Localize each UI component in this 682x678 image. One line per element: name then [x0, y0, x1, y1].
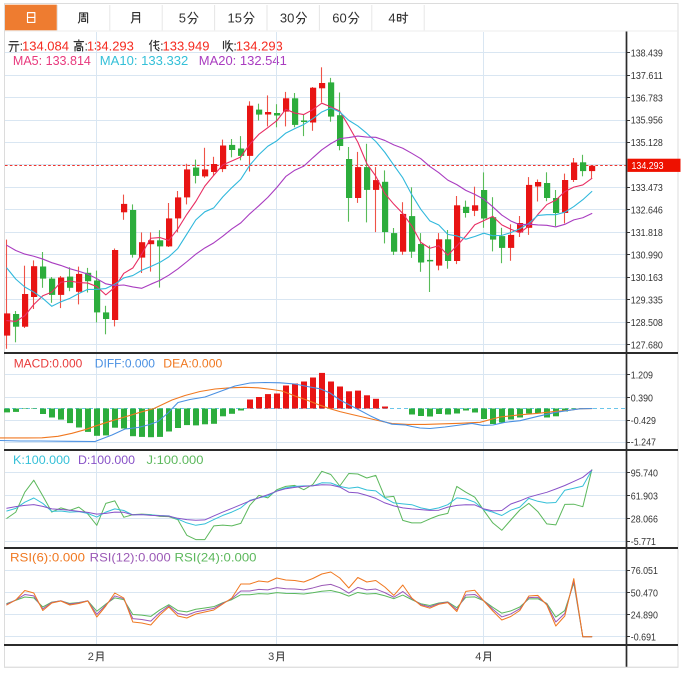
svg-text:130.163: 130.163: [631, 272, 663, 284]
svg-text:J:100.000: J:100.000: [147, 453, 204, 467]
svg-text:D:100.000: D:100.000: [78, 453, 135, 467]
svg-text:133.949: 133.949: [163, 39, 210, 54]
svg-text:136.783: 136.783: [631, 92, 663, 104]
svg-text:MACD:0.000: MACD:0.000: [14, 357, 83, 371]
svg-text:RSI(12):0.000: RSI(12):0.000: [90, 551, 171, 565]
svg-text:15: 15: [228, 10, 242, 25]
svg-text:76.051: 76.051: [631, 565, 658, 577]
svg-text:50.470: 50.470: [631, 587, 658, 599]
svg-text:130.990: 130.990: [631, 250, 663, 262]
svg-text:135.956: 135.956: [631, 115, 663, 127]
svg-text:134.084: 134.084: [22, 39, 69, 54]
svg-text:-0.429: -0.429: [631, 415, 656, 427]
svg-text:DEA:0.000: DEA:0.000: [163, 357, 222, 371]
svg-text:RSI(24):0.000: RSI(24):0.000: [175, 551, 257, 565]
svg-text::: :: [20, 40, 23, 54]
svg-text:DIFF:0.000: DIFF:0.000: [95, 357, 156, 371]
svg-text:131.818: 131.818: [631, 227, 663, 239]
svg-text:134.293: 134.293: [236, 39, 283, 54]
svg-text:61.903: 61.903: [631, 491, 658, 503]
svg-text:135.128: 135.128: [631, 137, 663, 149]
svg-text:138.439: 138.439: [631, 47, 663, 59]
svg-text::: :: [85, 40, 88, 54]
svg-text:1.209: 1.209: [631, 369, 653, 381]
svg-text:3: 3: [268, 651, 274, 663]
svg-text::: :: [160, 40, 163, 54]
svg-text:K:100.000: K:100.000: [13, 453, 70, 467]
svg-text:30: 30: [280, 10, 294, 25]
svg-text:-1.247: -1.247: [631, 437, 656, 449]
svg-text:MA5: 133.814: MA5: 133.814: [13, 54, 91, 68]
svg-text:24.890: 24.890: [631, 609, 658, 621]
svg-text:MA20: 132.541: MA20: 132.541: [199, 54, 287, 68]
svg-text:137.611: 137.611: [631, 70, 663, 82]
svg-text:129.335: 129.335: [631, 295, 663, 307]
svg-text:127.680: 127.680: [631, 340, 663, 352]
svg-text:134.293: 134.293: [87, 39, 134, 54]
svg-text:128.508: 128.508: [631, 317, 663, 329]
svg-text:60: 60: [332, 10, 346, 25]
svg-text:134.293: 134.293: [632, 160, 664, 172]
svg-text:95.740: 95.740: [631, 468, 658, 480]
svg-text::: :: [233, 40, 236, 54]
svg-text:4: 4: [388, 10, 395, 25]
svg-text:5: 5: [179, 10, 186, 25]
svg-text:-0.691: -0.691: [631, 632, 656, 644]
svg-text:133.473: 133.473: [631, 182, 663, 194]
svg-text:0.390: 0.390: [631, 392, 653, 404]
svg-text:28.066: 28.066: [631, 513, 658, 525]
svg-text:2: 2: [88, 651, 94, 663]
svg-text:4: 4: [475, 651, 481, 663]
svg-text:RSI(6):0.000: RSI(6):0.000: [10, 551, 85, 565]
svg-text:-5.771: -5.771: [631, 536, 656, 548]
svg-text:MA10: 133.332: MA10: 133.332: [100, 54, 189, 68]
svg-text:132.646: 132.646: [631, 205, 663, 217]
